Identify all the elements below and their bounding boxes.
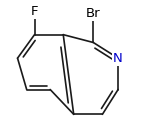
Text: Br: Br bbox=[86, 7, 101, 20]
Text: N: N bbox=[113, 52, 123, 65]
Text: F: F bbox=[31, 5, 38, 18]
